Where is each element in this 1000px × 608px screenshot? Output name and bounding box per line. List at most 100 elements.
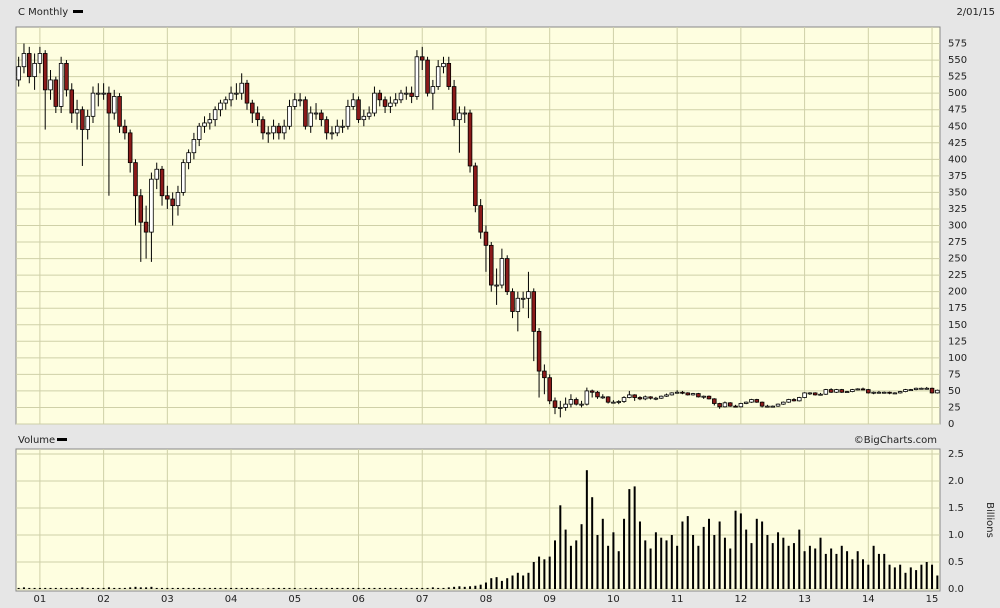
volume-bar <box>527 572 530 589</box>
candle-body <box>435 66 441 87</box>
candle-body <box>393 99 398 104</box>
volume-bar <box>54 587 57 589</box>
volume-bar <box>771 543 774 589</box>
x-tick-label: 07 <box>416 594 429 605</box>
y-tick-label: 2.0 <box>948 476 964 487</box>
candle-body <box>32 62 37 78</box>
candle-body <box>802 392 807 398</box>
volume-bar <box>410 587 413 589</box>
candle-body <box>457 112 462 121</box>
candle-body <box>717 403 722 408</box>
candle-body <box>133 162 138 197</box>
candle-body <box>866 389 871 394</box>
volume-bar <box>840 545 843 589</box>
volume-bar <box>909 567 912 589</box>
y-tick-label: 125 <box>948 336 967 347</box>
candle-body <box>165 195 170 200</box>
candle-body <box>536 330 542 372</box>
volume-bar <box>867 564 870 589</box>
candle-body <box>170 198 175 207</box>
volume-bar <box>824 553 827 589</box>
y-tick-label: 475 <box>948 105 967 116</box>
candle-body <box>759 401 765 407</box>
candle-body <box>680 391 685 394</box>
y-tick-label: 0.0 <box>948 584 964 595</box>
volume-bar <box>235 587 238 589</box>
candle-body <box>595 391 600 398</box>
candle-body <box>727 402 733 407</box>
volume-bar <box>734 510 737 589</box>
candle-body <box>202 122 207 127</box>
volume-bar <box>60 587 63 589</box>
volume-bar <box>288 587 291 589</box>
y-tick-label: 225 <box>948 270 967 281</box>
volume-bar <box>500 580 503 589</box>
volume-bar <box>293 587 296 589</box>
volume-bar <box>192 587 195 589</box>
volume-bar <box>219 587 222 589</box>
candle-body <box>345 106 351 127</box>
candle-body <box>409 92 414 97</box>
volume-bar <box>267 587 270 589</box>
candle-body <box>850 389 855 392</box>
y-tick-label: 450 <box>948 121 967 132</box>
candle-body <box>897 391 903 394</box>
candle-body <box>489 244 494 286</box>
volume-bar <box>70 587 73 589</box>
volume-bar <box>458 586 461 589</box>
candle-body <box>127 132 133 164</box>
volume-bar <box>904 572 907 589</box>
candle-body <box>53 79 59 107</box>
candle-body <box>834 389 839 393</box>
candle-body <box>42 53 48 91</box>
candle-body <box>462 112 467 115</box>
candle-body <box>425 59 430 94</box>
volume-bar <box>761 521 764 589</box>
volume-bar <box>442 587 445 589</box>
candle-body <box>887 391 892 394</box>
volume-bar <box>787 545 790 589</box>
candle-body <box>573 399 579 405</box>
volume-bar <box>246 587 248 589</box>
candle-body <box>64 62 69 91</box>
candle-body <box>876 391 882 394</box>
x-tick-label: 14 <box>862 594 875 605</box>
candle-body <box>664 394 669 397</box>
candle-body <box>117 96 122 127</box>
candle-body <box>324 119 329 134</box>
volume-bar <box>421 587 424 589</box>
candle-body <box>924 387 929 390</box>
volume-bar <box>134 586 137 589</box>
volume-bar <box>447 587 450 589</box>
candle-body <box>297 99 303 102</box>
volume-bar <box>187 587 190 589</box>
candle-body <box>154 168 159 180</box>
y-tick-label: 50 <box>948 386 961 397</box>
volume-bar <box>835 553 838 589</box>
candle-body <box>223 99 229 104</box>
volume-bar <box>76 587 79 589</box>
volume-bar <box>28 587 31 589</box>
candle-body <box>786 399 791 403</box>
y-tick-label: 300 <box>948 221 967 232</box>
volume-bar <box>166 587 169 589</box>
volume-bar <box>123 587 126 589</box>
candle-body <box>839 389 845 393</box>
volume-bar <box>591 497 594 589</box>
volume-bar <box>320 587 323 589</box>
volume-bar <box>277 587 280 589</box>
volume-bar <box>341 587 344 589</box>
volume-bar <box>862 559 864 589</box>
candle-body <box>377 92 383 101</box>
volume-bar <box>346 587 349 589</box>
volume-bar <box>915 570 918 589</box>
volume-bar <box>670 535 673 589</box>
candle-body <box>244 82 250 104</box>
candle-body <box>696 393 701 398</box>
candle-body <box>473 165 478 207</box>
candle-body <box>733 405 738 408</box>
candle-body <box>797 397 802 402</box>
candle-body <box>871 391 876 394</box>
candle-body <box>611 401 616 404</box>
candle-body <box>515 297 521 312</box>
